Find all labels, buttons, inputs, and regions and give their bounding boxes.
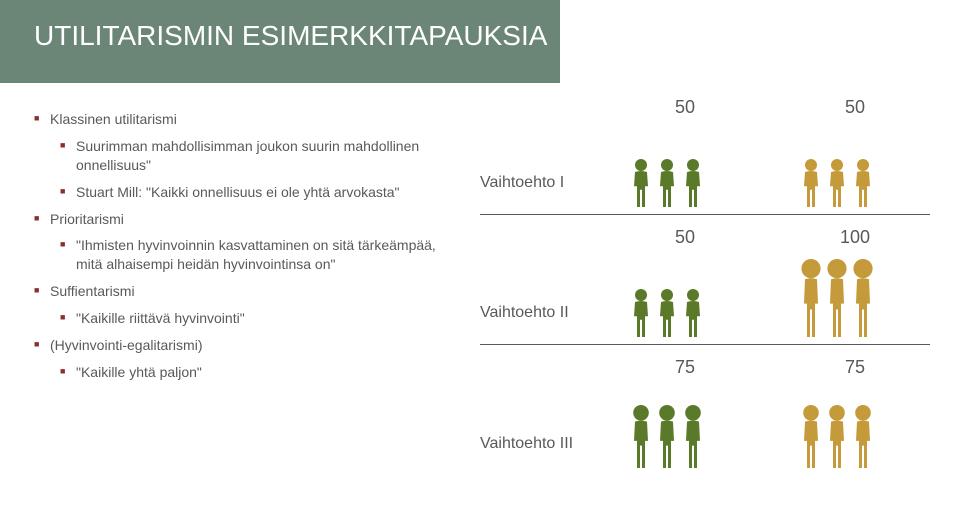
person-group-a xyxy=(630,404,708,469)
person-group-b xyxy=(800,258,878,338)
group-b-value: 100 xyxy=(825,227,885,248)
person-icon xyxy=(630,288,654,338)
options-infographic: Vaihtoehto I 50 50 Vaihtoehto II 50 100 Vaih… xyxy=(480,95,930,485)
person-icon xyxy=(682,288,706,338)
bullet-egalitarism: (Hyvinvointi-egalitarismi) xyxy=(34,336,464,355)
bullet-prioritarism: Prioritarismi xyxy=(34,210,464,229)
bullet-content: Klassinen utilitarismi Suurimman mahdoll… xyxy=(34,110,464,390)
group-a-value: 50 xyxy=(655,97,715,118)
person-icon xyxy=(682,404,706,469)
person-icon xyxy=(800,404,824,469)
person-group-a xyxy=(630,158,708,208)
option-label: Vaihtoehto II xyxy=(480,304,569,322)
slide-title: UTILITARISMIN ESIMERKKITAPAUKSIA xyxy=(34,20,547,52)
group-a-value: 75 xyxy=(655,357,715,378)
person-icon xyxy=(826,158,850,208)
option-label: Vaihtoehto III xyxy=(480,435,573,453)
group-a-value: 50 xyxy=(655,227,715,248)
person-group-b xyxy=(800,158,878,208)
person-icon xyxy=(800,258,824,338)
bullet-suffientarism-sub1: "Kaikille riittävä hyvinvointi" xyxy=(60,309,464,328)
person-icon xyxy=(852,158,876,208)
title-band: UTILITARISMIN ESIMERKKITAPAUKSIA xyxy=(0,0,959,84)
option-row: Vaihtoehto I 50 50 xyxy=(480,95,930,215)
person-icon xyxy=(826,258,850,338)
person-group-b xyxy=(800,404,878,469)
band-top xyxy=(0,0,560,10)
person-icon xyxy=(852,258,876,338)
group-b-value: 50 xyxy=(825,97,885,118)
person-icon xyxy=(682,158,706,208)
option-row: Vaihtoehto III 75 75 xyxy=(480,355,930,475)
bullet-suffientarism: Suffientarismi xyxy=(34,282,464,301)
person-icon xyxy=(800,158,824,208)
bullet-classical: Klassinen utilitarismi xyxy=(34,110,464,129)
bullet-egalitarism-sub1: "Kaikille yhtä paljon" xyxy=(60,363,464,382)
person-icon xyxy=(656,288,680,338)
bullet-classical-sub2: Stuart Mill: "Kaikki onnellisuus ei ole … xyxy=(60,183,464,202)
person-group-a xyxy=(630,288,708,338)
person-icon xyxy=(630,404,654,469)
person-icon xyxy=(630,158,654,208)
band-bottom xyxy=(0,73,560,83)
group-b-value: 75 xyxy=(825,357,885,378)
bullet-prioritarism-sub1: "Ihmisten hyvinvoinnin kasvattaminen on … xyxy=(60,236,464,274)
person-icon xyxy=(852,404,876,469)
option-row: Vaihtoehto II 50 100 xyxy=(480,225,930,345)
person-icon xyxy=(656,158,680,208)
bullet-classical-sub1: Suurimman mahdollisimman joukon suurin m… xyxy=(60,137,464,175)
option-label: Vaihtoehto I xyxy=(480,174,564,192)
person-icon xyxy=(656,404,680,469)
person-icon xyxy=(826,404,850,469)
